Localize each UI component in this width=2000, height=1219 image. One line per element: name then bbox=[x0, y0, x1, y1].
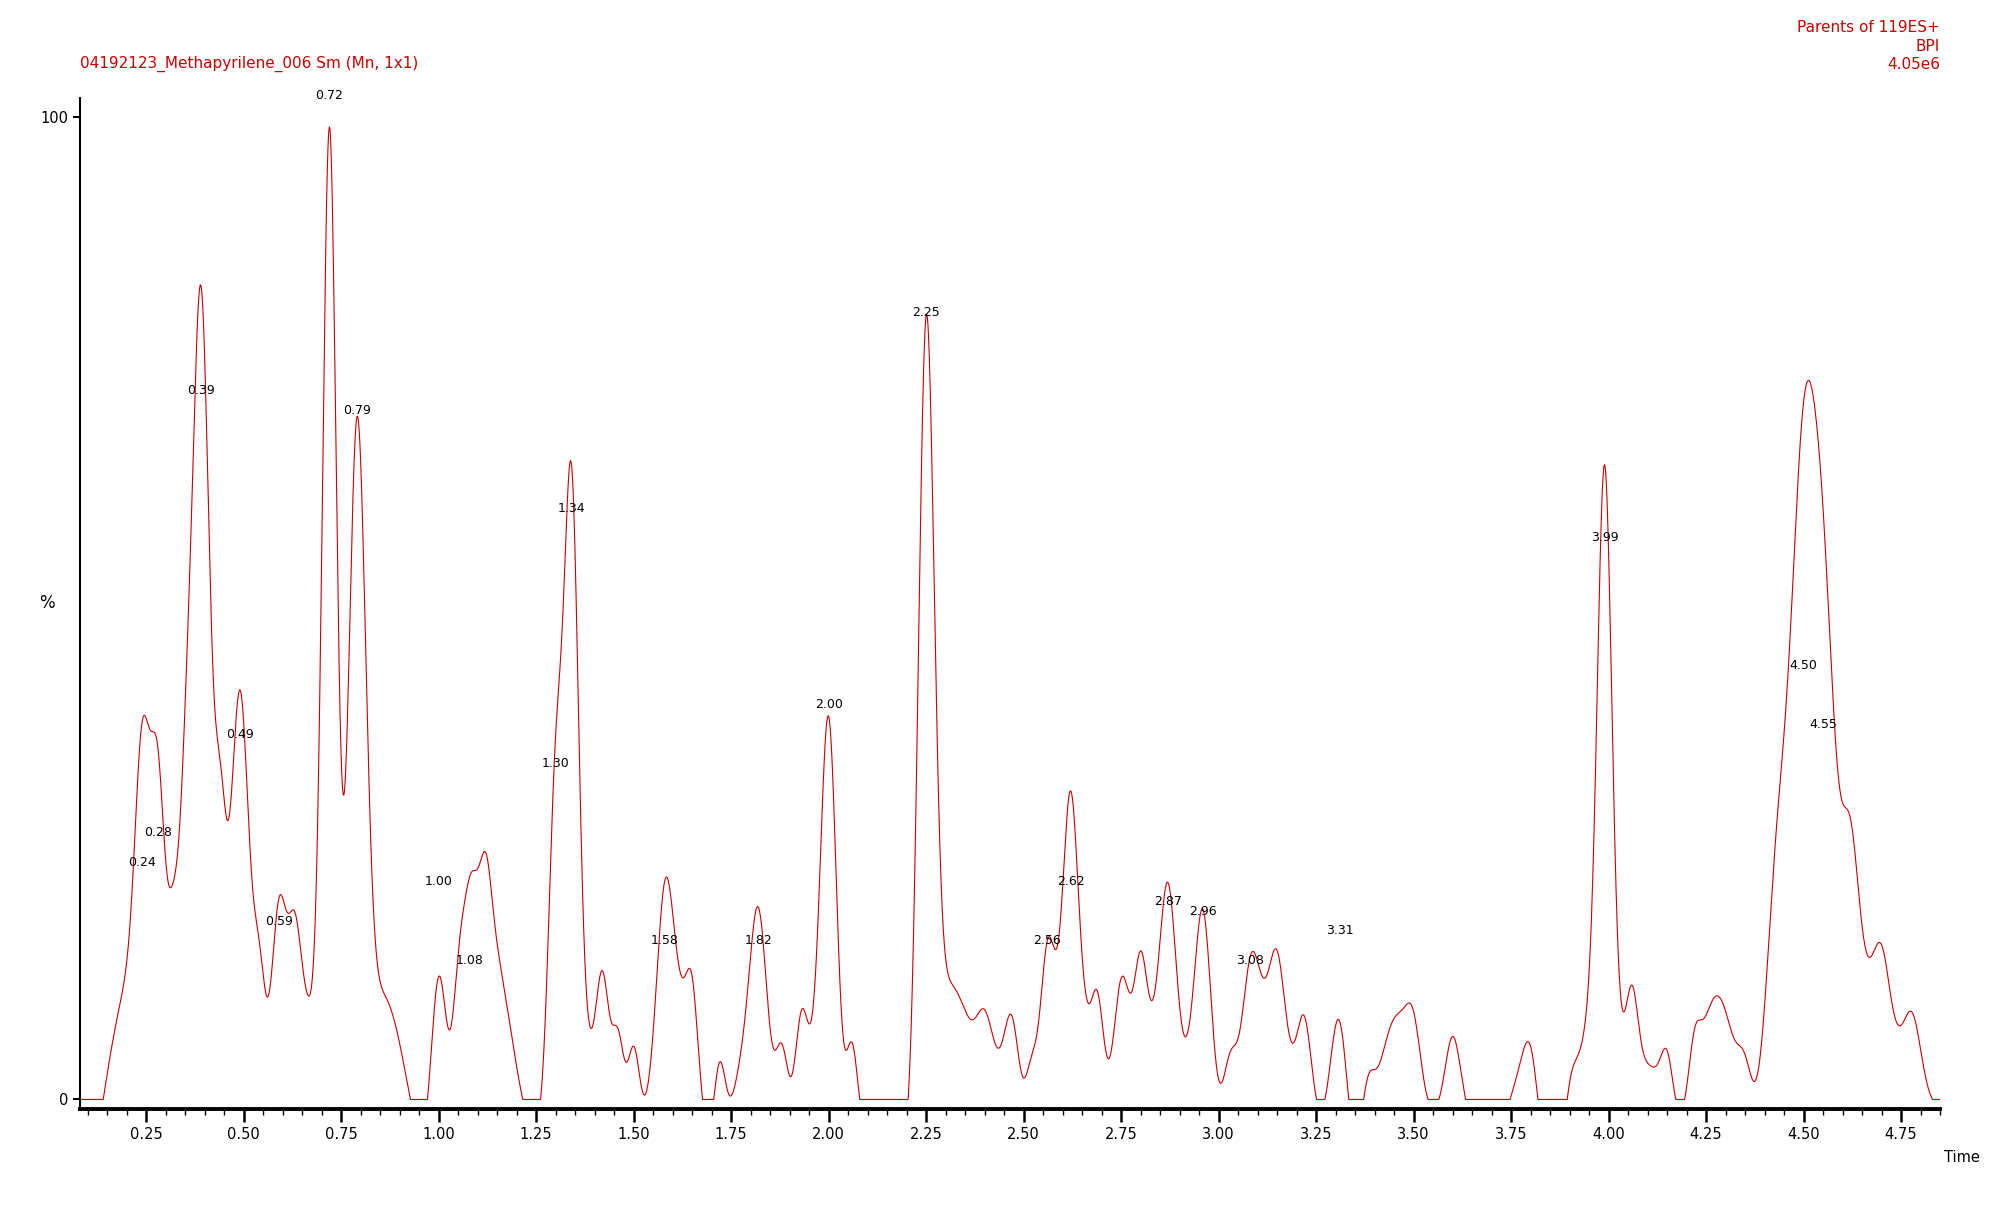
Text: 3.99: 3.99 bbox=[1590, 531, 1618, 545]
Text: 2.62: 2.62 bbox=[1056, 875, 1084, 889]
Text: 1.82: 1.82 bbox=[744, 934, 772, 947]
Text: 1.30: 1.30 bbox=[542, 757, 570, 770]
Text: 0.24: 0.24 bbox=[128, 856, 156, 869]
Text: 1.34: 1.34 bbox=[558, 502, 586, 514]
Text: 2.25: 2.25 bbox=[912, 306, 940, 318]
Text: 3.31: 3.31 bbox=[1326, 924, 1354, 937]
Text: 0.39: 0.39 bbox=[188, 384, 214, 397]
Text: 0.72: 0.72 bbox=[316, 89, 344, 102]
Text: 2.87: 2.87 bbox=[1154, 895, 1182, 908]
Text: 4.55: 4.55 bbox=[1810, 718, 1836, 731]
Text: 0.79: 0.79 bbox=[342, 403, 370, 417]
Text: 0.49: 0.49 bbox=[226, 728, 254, 741]
Text: 0.59: 0.59 bbox=[264, 914, 292, 928]
Text: 3.08: 3.08 bbox=[1236, 953, 1264, 967]
Text: 2.56: 2.56 bbox=[1034, 934, 1060, 947]
Text: Parents of 119ES+
BPI
4.05e6: Parents of 119ES+ BPI 4.05e6 bbox=[1798, 20, 1940, 72]
Text: 1.00: 1.00 bbox=[424, 875, 452, 889]
Text: Time: Time bbox=[1944, 1150, 1980, 1165]
Y-axis label: %: % bbox=[38, 595, 54, 612]
Text: 2.96: 2.96 bbox=[1190, 904, 1216, 918]
Text: 04192123_Methapyrilene_006 Sm (Mn, 1x1): 04192123_Methapyrilene_006 Sm (Mn, 1x1) bbox=[80, 56, 418, 72]
Text: 4.50: 4.50 bbox=[1790, 659, 1818, 672]
Text: 1.58: 1.58 bbox=[650, 934, 678, 947]
Text: 1.08: 1.08 bbox=[456, 953, 484, 967]
Text: 2.00: 2.00 bbox=[814, 698, 842, 712]
Text: 0.28: 0.28 bbox=[144, 826, 172, 839]
